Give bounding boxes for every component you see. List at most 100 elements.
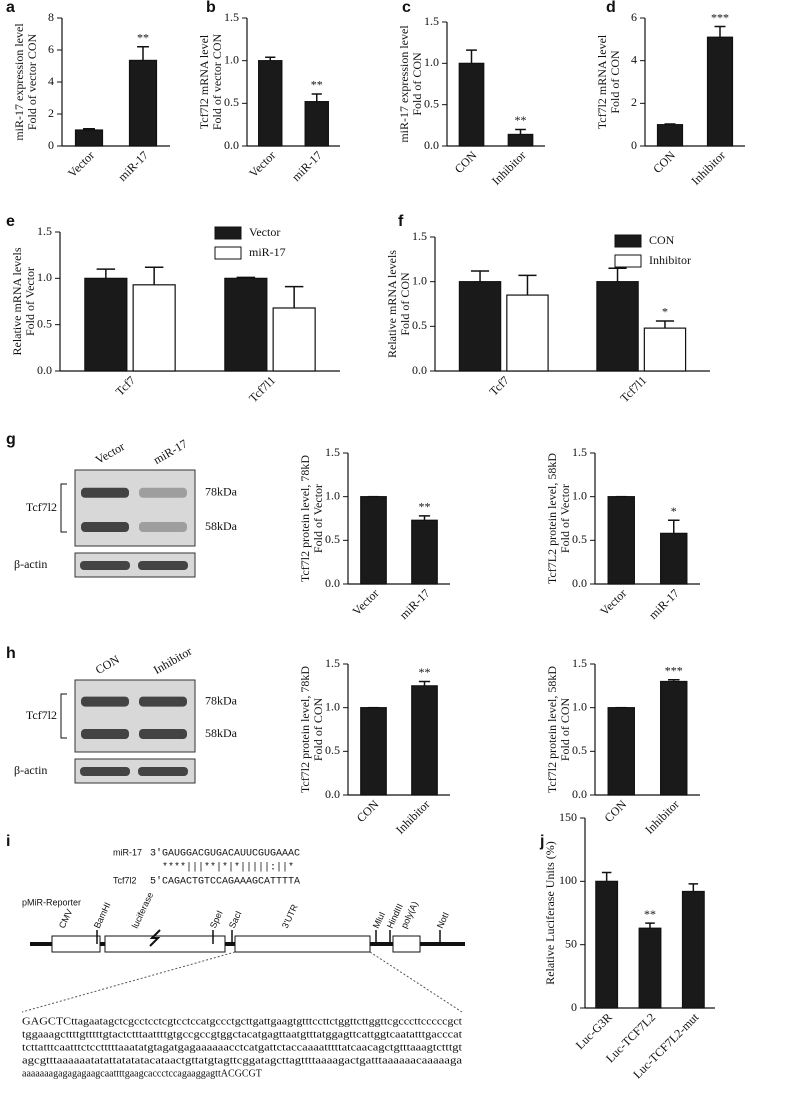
y-tick-label: 0.0 bbox=[325, 787, 340, 801]
error-bar bbox=[418, 515, 431, 521]
legend-swatch bbox=[214, 246, 242, 260]
error-bar bbox=[236, 276, 256, 279]
bracket bbox=[60, 693, 67, 739]
y-tick-label: 0.5 bbox=[224, 95, 239, 109]
feature-label: SpeI bbox=[208, 909, 225, 930]
vector-element bbox=[104, 935, 226, 953]
y-tick-label: 0.0 bbox=[424, 138, 439, 152]
y-axis-label: Relative Luciferase Units (%) bbox=[543, 841, 557, 985]
error-bar bbox=[144, 266, 164, 285]
significance: ** bbox=[419, 500, 431, 514]
y-tick-label: 1.5 bbox=[325, 445, 340, 459]
y-tick-label: 1.5 bbox=[412, 229, 427, 243]
size-label: 78kDa bbox=[205, 693, 238, 707]
y-axis-label: Tcf7l2 protein level, 78kD bbox=[298, 455, 312, 582]
y-tick-label: 0 bbox=[571, 1000, 577, 1014]
bar bbox=[681, 890, 705, 1009]
feature-label: poly(A) bbox=[399, 900, 420, 930]
blot-band bbox=[138, 561, 188, 570]
bar bbox=[638, 927, 662, 1009]
bar bbox=[595, 880, 619, 1009]
size-label: 58kDa bbox=[205, 726, 238, 740]
y-axis-label: Fold of vector CON bbox=[25, 34, 39, 131]
mirna-seq: 3'GAUGGACGUGACAUUCGUGAAAC bbox=[150, 848, 300, 860]
break-mark bbox=[149, 929, 161, 947]
panel-letter: a bbox=[6, 0, 15, 16]
y-axis-label: Fold of CON bbox=[558, 697, 572, 761]
error-bar bbox=[470, 270, 490, 282]
error-bar bbox=[284, 285, 304, 308]
bar bbox=[660, 680, 688, 796]
zoom-line bbox=[369, 951, 463, 1013]
blot-panel bbox=[74, 469, 196, 547]
error-bar bbox=[311, 93, 322, 102]
sequence-line: tggaaagcttttgtttttgtactctttaattttgtgccgc… bbox=[22, 1029, 462, 1040]
significance: *** bbox=[665, 663, 683, 677]
panel-letter: b bbox=[206, 0, 216, 16]
y-axis-label: Fold of Vector bbox=[558, 484, 572, 553]
error-bar bbox=[83, 127, 95, 130]
bar bbox=[507, 133, 534, 147]
blot-band bbox=[139, 522, 187, 532]
y-tick-label: 0.5 bbox=[325, 743, 340, 757]
bar bbox=[411, 685, 438, 796]
y-axis-label: Tcf7L2 protein level, 58kD bbox=[545, 453, 559, 584]
y-tick-label: 0.0 bbox=[224, 138, 239, 152]
bar bbox=[506, 294, 549, 372]
x-tick-label: miR-17 bbox=[397, 586, 433, 622]
feature-label: MluI bbox=[371, 910, 387, 930]
vector-element bbox=[51, 935, 101, 953]
bar bbox=[360, 707, 387, 796]
error-bar bbox=[655, 320, 675, 329]
y-tick-label: 1.0 bbox=[572, 488, 587, 502]
x-tick-label: CON bbox=[650, 148, 678, 176]
significance: ** bbox=[137, 31, 149, 45]
x-tick-label: CON bbox=[354, 797, 382, 825]
y-tick-label: 1.5 bbox=[325, 656, 340, 670]
y-tick-label: 0.5 bbox=[325, 532, 340, 546]
y-axis-label: Relative mRNA levels bbox=[10, 247, 24, 355]
error-bar bbox=[137, 46, 149, 61]
legend-swatch bbox=[614, 254, 642, 268]
bar bbox=[132, 284, 176, 372]
panel-letter: j bbox=[539, 833, 544, 850]
y-tick-label: 2 bbox=[631, 95, 637, 109]
x-tick-label: Inhibitor bbox=[642, 797, 682, 837]
significance: *** bbox=[711, 10, 729, 24]
x-tick-label: miR-17 bbox=[646, 586, 682, 622]
y-tick-label: 0.5 bbox=[572, 743, 587, 757]
bar bbox=[458, 62, 485, 147]
x-tick-label: Tcf7 bbox=[113, 373, 138, 398]
y-axis-label: miR-17 expression level bbox=[12, 23, 26, 141]
blot-band bbox=[81, 522, 129, 532]
x-tick-label: CON bbox=[601, 797, 629, 825]
pairing: ****|||**|*|*|||||:||* bbox=[162, 862, 294, 874]
x-tick-label: Inhibitor bbox=[688, 148, 728, 188]
sequence-line: aaaaaaagagagagaagcaattttgaagcaccctccagaa… bbox=[22, 1068, 262, 1079]
bar bbox=[596, 281, 639, 372]
panel-letter: g bbox=[6, 431, 16, 448]
vector-element bbox=[392, 935, 421, 953]
bar bbox=[74, 129, 104, 147]
significance: * bbox=[671, 504, 677, 518]
error-bar bbox=[608, 267, 627, 282]
size-label: 78kDa bbox=[205, 485, 238, 499]
bar bbox=[458, 281, 502, 372]
legend-swatch bbox=[214, 226, 242, 240]
error-bar bbox=[466, 49, 477, 64]
bar bbox=[258, 60, 283, 147]
y-axis-label: Fold of CON bbox=[398, 272, 412, 336]
panel-letter: f bbox=[398, 213, 404, 230]
x-tick-label: Vector bbox=[597, 586, 629, 618]
error-bar bbox=[96, 268, 116, 279]
legend-label: Vector bbox=[249, 225, 280, 239]
significance: * bbox=[662, 305, 668, 319]
y-tick-label: 1.0 bbox=[325, 488, 340, 502]
y-tick-label: 1.0 bbox=[37, 270, 52, 284]
y-tick-label: 0.0 bbox=[37, 363, 52, 377]
lane-label: Inhibitor bbox=[151, 644, 194, 677]
sequence-line: agcgtttaaaaaatatattatatatacataactgttatgt… bbox=[22, 1055, 463, 1066]
legend-label: Inhibitor bbox=[649, 253, 691, 267]
vector-name: pMiR-Reporter bbox=[22, 897, 81, 907]
